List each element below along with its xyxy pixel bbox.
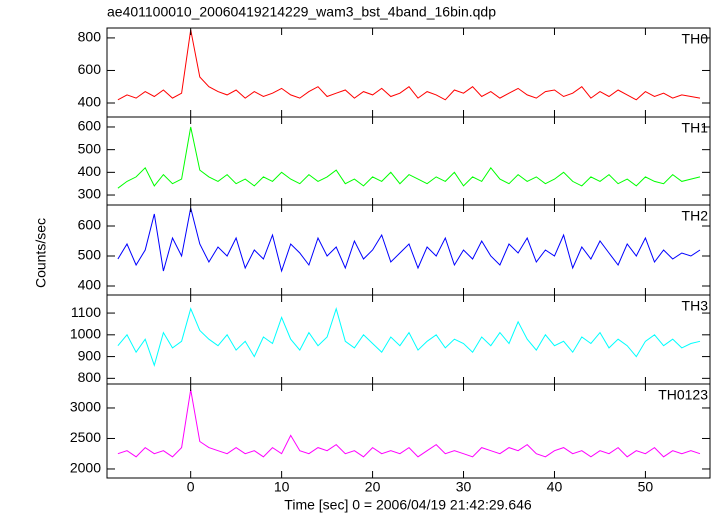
panel-frame <box>106 383 711 479</box>
x-tick-label: 10 <box>274 479 290 495</box>
panel-label: TH0 <box>682 31 709 47</box>
y-tick-label: 500 <box>78 247 102 263</box>
chart-title: ae401100010_20060419214229_wam3_bst_4ban… <box>107 4 496 20</box>
y-tick-label: 600 <box>78 61 102 77</box>
panel-frame <box>106 294 711 385</box>
y-tick-label: 800 <box>78 29 102 45</box>
y-axis-label: Counts/sec <box>33 218 49 288</box>
y-tick-label: 600 <box>78 217 102 233</box>
x-tick-label: 40 <box>547 479 563 495</box>
data-line <box>117 389 701 458</box>
x-tick-label: 0 <box>187 479 195 495</box>
y-tick-label: 400 <box>78 277 102 293</box>
x-tick-label: 30 <box>456 479 472 495</box>
y-tick-label: 1000 <box>70 326 101 342</box>
y-tick-label: 1100 <box>71 304 101 320</box>
y-tick-label: 2000 <box>70 460 101 476</box>
y-tick-label: 300 <box>78 186 102 202</box>
y-tick-label: 2500 <box>70 429 101 445</box>
x-axis-label: Time [sec] 0 = 2006/04/19 21:42:29.646 <box>284 497 532 513</box>
y-tick-label: 900 <box>78 347 102 363</box>
data-line <box>117 207 701 273</box>
y-tick-label: 500 <box>78 140 102 156</box>
panel-label: TH3 <box>682 298 709 314</box>
panel-label: TH2 <box>682 208 709 224</box>
y-tick-label: 400 <box>78 163 102 179</box>
y-tick-label: 600 <box>78 118 102 134</box>
y-tick-label: 400 <box>78 94 102 110</box>
data-line <box>117 29 701 101</box>
x-tick-label: 50 <box>638 479 654 495</box>
y-tick-label: 800 <box>78 369 102 385</box>
panel-label: TH1 <box>682 120 709 136</box>
data-line <box>117 126 701 189</box>
y-tick-label: 3000 <box>70 399 101 415</box>
data-line <box>117 306 701 367</box>
x-tick-label: 20 <box>365 479 381 495</box>
panel-frame <box>106 27 711 118</box>
panel-label: TH0123 <box>658 387 708 403</box>
panel-frame <box>106 204 711 296</box>
